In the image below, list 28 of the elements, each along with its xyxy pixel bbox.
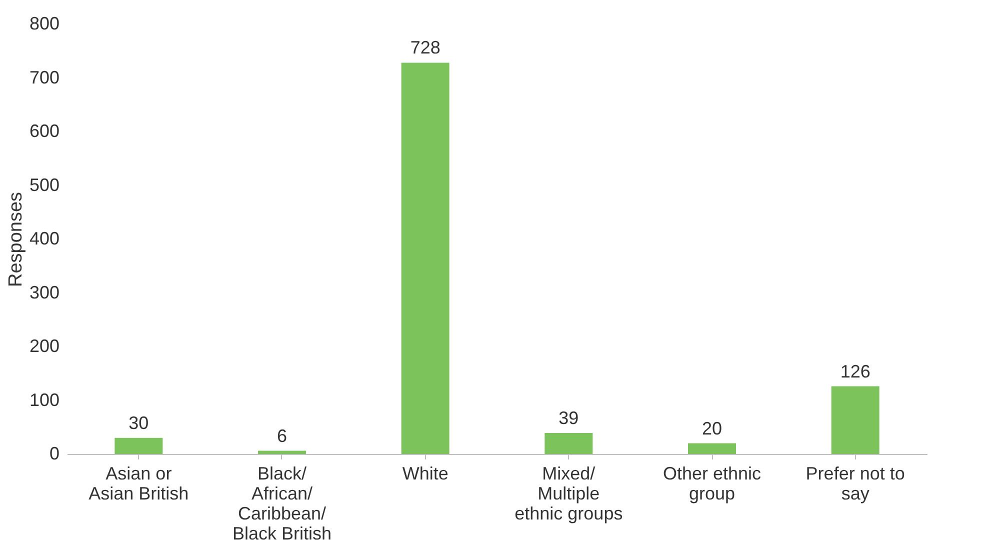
data-label: 20 (702, 418, 722, 438)
data-label: 728 (410, 38, 440, 58)
bar (831, 386, 880, 454)
x-tick-label: Black/African/Caribbean/Black British (232, 464, 332, 543)
y-tick-label: 600 (29, 121, 60, 141)
y-tick-label: 200 (29, 336, 60, 356)
x-tick-label: White (402, 464, 448, 484)
x-tick-label: Mixed/Multiple ethnic groups (514, 464, 623, 524)
y-tick-label: 100 (29, 390, 60, 410)
y-tick-label: 300 (29, 282, 60, 302)
data-label: 30 (128, 412, 149, 433)
bar (114, 438, 163, 454)
y-axis-title: Responses (5, 192, 26, 288)
y-tick-label: 0 (49, 444, 60, 464)
bar (401, 62, 450, 454)
x-tick-label: Other ethnic group (662, 464, 762, 504)
y-tick-label: 400 (29, 228, 60, 248)
x-tick-label: Prefer not to say (806, 464, 905, 504)
x-tick-label: Asian or Asian British (88, 464, 189, 504)
data-label: 6 (276, 426, 288, 446)
y-tick-label: 500 (29, 174, 60, 195)
y-tick-label: 800 (29, 14, 60, 34)
y-tick-label: 700 (29, 67, 60, 88)
bar (688, 443, 736, 454)
bar (258, 450, 306, 454)
data-label: 39 (558, 408, 579, 428)
data-label: 126 (840, 361, 870, 382)
bar (544, 433, 593, 454)
